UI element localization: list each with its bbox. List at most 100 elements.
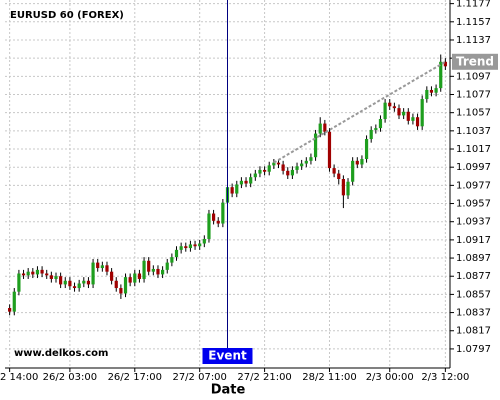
candle-body <box>156 268 160 275</box>
candle-body <box>383 102 387 120</box>
candle-body <box>207 213 211 239</box>
candle-body <box>230 187 234 194</box>
y-tick-label: 1.1097 <box>456 71 491 82</box>
candle-body <box>17 273 21 292</box>
candle-body <box>221 202 225 224</box>
candle-body <box>31 271 35 275</box>
candle-body <box>406 111 410 121</box>
y-tick-label: 1.1077 <box>456 89 491 100</box>
candle-body <box>216 220 220 224</box>
candle-body <box>147 260 151 272</box>
candle-body <box>392 106 396 109</box>
candle-body <box>374 128 378 130</box>
candle-body <box>290 169 294 176</box>
candle-body <box>91 262 95 285</box>
chart-title: EURUSD 60 (FOREX) <box>10 10 124 21</box>
candle-body <box>128 277 132 283</box>
candle-body <box>151 268 155 272</box>
watermark: www.delkos.com <box>14 348 108 359</box>
event-label-box <box>202 348 253 364</box>
x-tick-label: 28/2 11:00 <box>302 372 356 383</box>
trend-label-box <box>452 53 498 70</box>
candle-body <box>26 271 30 276</box>
candle-body <box>8 308 12 312</box>
candle-body <box>313 133 318 158</box>
candle-body <box>161 269 165 275</box>
candle-body <box>45 273 49 276</box>
candle-body <box>346 181 350 196</box>
candle-body <box>100 265 104 269</box>
candle-body <box>137 273 142 279</box>
candle-body <box>286 170 290 176</box>
candle-body <box>253 173 257 178</box>
candle-body <box>21 273 26 276</box>
candle-body <box>434 88 438 93</box>
x-tick-label: 2/3 00:00 <box>366 372 414 383</box>
y-tick-label: 1.1157 <box>456 17 491 28</box>
candle-body <box>369 129 373 140</box>
candle-body <box>202 238 206 244</box>
candle-body <box>304 160 308 164</box>
candle-body <box>179 246 183 250</box>
candle-body <box>12 291 16 312</box>
x-tick-label: 27/2 07:00 <box>172 372 226 383</box>
candle-body <box>281 164 285 171</box>
candle-body <box>239 180 244 185</box>
candle-body <box>327 131 332 169</box>
candle-body <box>184 246 188 249</box>
candle-body <box>332 168 336 174</box>
candle-body <box>300 163 304 167</box>
y-tick-label: 1.0997 <box>456 162 491 173</box>
y-tick-label: 1.0917 <box>456 235 491 246</box>
candle-body <box>54 276 58 279</box>
candle-body <box>360 159 364 165</box>
candle-body <box>309 157 313 161</box>
y-tick-label: 1.0817 <box>456 326 491 337</box>
x-tick-label: 2 14:00 <box>0 372 38 383</box>
candle-body <box>425 89 429 100</box>
candle-body <box>337 173 341 180</box>
candle-body <box>63 280 67 285</box>
y-tick-label: 1.0937 <box>456 217 491 228</box>
candle-body <box>267 165 271 172</box>
candle-body <box>351 160 355 182</box>
candle-body <box>258 169 262 174</box>
candle-body <box>249 177 253 184</box>
candle-body <box>323 123 327 132</box>
y-tick-label: 1.0877 <box>456 271 491 282</box>
candle-body <box>429 89 434 93</box>
candle-body <box>341 179 345 196</box>
candle-body <box>142 260 146 279</box>
y-tick-label: 1.1177 <box>456 0 491 10</box>
candle-body <box>86 280 91 285</box>
candle-body <box>68 280 72 287</box>
candle-body <box>235 184 239 194</box>
candle-body <box>411 117 415 121</box>
y-tick-label: 1.1057 <box>456 108 491 119</box>
y-tick-label: 1.0977 <box>456 180 491 191</box>
candle-body <box>272 162 276 166</box>
candle-body <box>443 61 447 67</box>
candle-body <box>402 111 406 116</box>
candle-body <box>198 243 202 247</box>
y-tick-label: 1.1137 <box>456 35 491 46</box>
candle-body <box>211 213 216 221</box>
candle-body <box>397 108 401 116</box>
candle-body <box>123 277 128 294</box>
candle-body <box>262 169 267 172</box>
candle-body <box>388 102 392 107</box>
candle-body <box>193 244 197 247</box>
candle-body <box>96 262 100 269</box>
candle-body <box>420 99 424 127</box>
candle-body <box>364 139 369 160</box>
candle-body <box>439 61 443 89</box>
x-tick-label: 26/2 03:00 <box>43 372 97 383</box>
y-tick-label: 1.0857 <box>456 289 491 300</box>
candle-body <box>82 280 86 284</box>
event-label: Event <box>208 349 247 363</box>
candle-body <box>35 269 40 275</box>
candle-body <box>415 117 420 127</box>
grid <box>5 0 450 368</box>
